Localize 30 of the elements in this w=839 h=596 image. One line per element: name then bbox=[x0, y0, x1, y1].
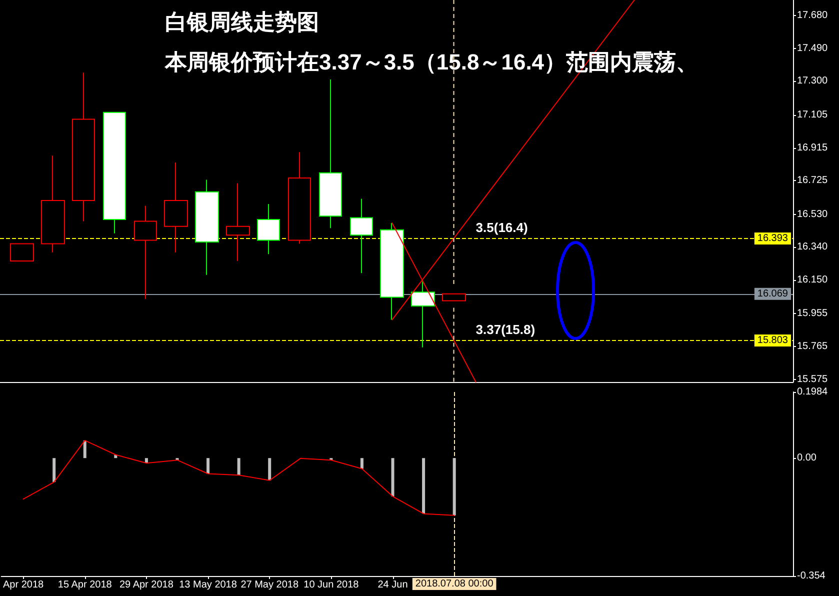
y-tick-label: 17.105 bbox=[797, 109, 828, 120]
y-tick-label: 17.490 bbox=[797, 42, 828, 54]
annotation: 3.5(16.4) bbox=[476, 220, 528, 236]
text: 本周银价预计在3.37～3.5（15.8～16.4）范围内震荡、 bbox=[164, 50, 698, 74]
x-tick-label: Apr 2018 bbox=[2, 580, 44, 590]
y-tick-label: 15.575 bbox=[797, 374, 828, 385]
annotation: 3.37(15.8) bbox=[476, 322, 536, 337]
y-tick-label: -0.354 bbox=[797, 570, 826, 582]
y-tick-label: 15.955 bbox=[797, 308, 828, 320]
y-tick-label: 16.530 bbox=[797, 208, 828, 220]
ref-line-label: 16.393 bbox=[757, 233, 788, 244]
x-tick-label: 13 May 2018 bbox=[179, 580, 238, 590]
y-tick-label: 17.680 bbox=[797, 10, 828, 22]
y-tick-label: 16.915 bbox=[797, 142, 828, 154]
y-tick-label: 0.00 bbox=[797, 452, 817, 464]
x-tick-label: 29 Apr 2018 bbox=[119, 580, 174, 590]
y-tick-label: 16.725 bbox=[797, 175, 828, 186]
y-tick-label: 16.150 bbox=[797, 274, 828, 286]
ref-line-label: 15.803 bbox=[757, 335, 788, 346]
chart-title: 白银周线走势图 bbox=[165, 10, 319, 34]
x-tick-label: 27 May 2018 bbox=[240, 580, 299, 590]
y-tick-label: 15.765 bbox=[797, 341, 828, 352]
ref-line-label: 16.069 bbox=[757, 288, 788, 300]
x-tick-label: 15 Apr 2018 bbox=[58, 580, 112, 590]
y-tick-label: 16.340 bbox=[797, 242, 828, 253]
x-tick-label: 24 Jun bbox=[378, 580, 408, 590]
y-tick-label: 17.300 bbox=[797, 76, 828, 87]
y-tick-label: 0.1984 bbox=[797, 386, 828, 398]
ref-line-label: 2018.07.08 00:00 bbox=[415, 578, 494, 590]
x-tick-label: 10 Jun 2018 bbox=[304, 580, 360, 590]
